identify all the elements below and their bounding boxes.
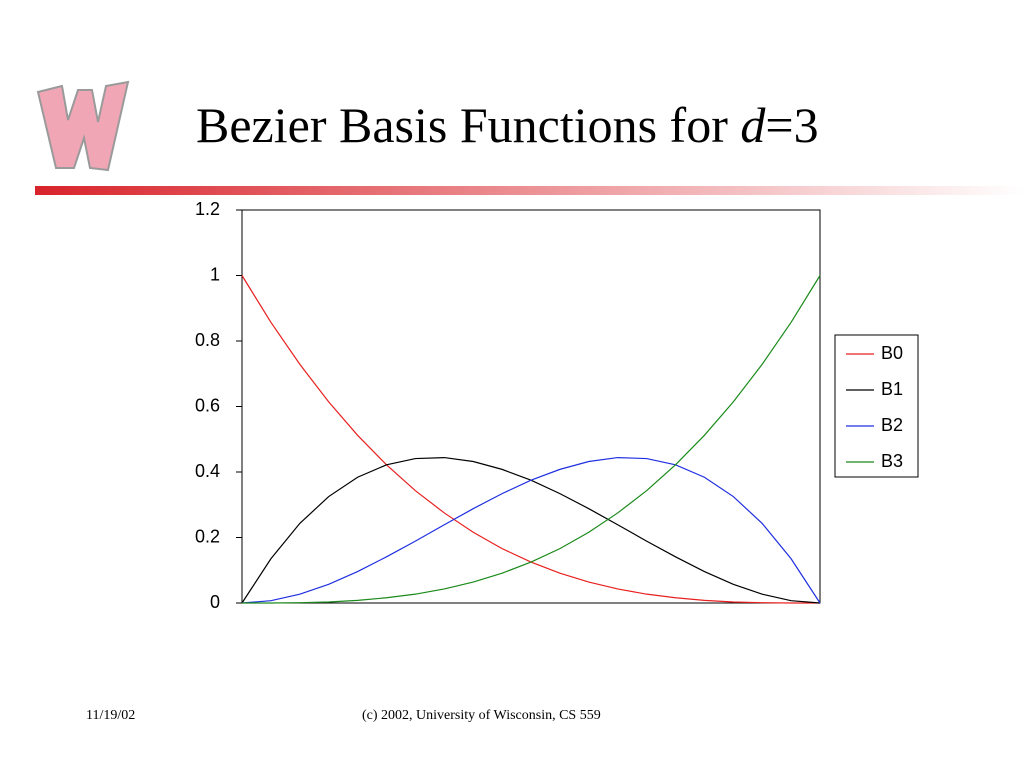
y-tick-label: 0.4 <box>195 461 220 481</box>
logo <box>36 80 130 172</box>
legend-label: B0 <box>881 343 903 363</box>
title-variable: d <box>740 97 766 153</box>
footer-date: 11/19/02 <box>86 708 136 723</box>
y-tick-label: 1 <box>210 264 220 284</box>
legend-box <box>834 334 919 478</box>
plot-frame <box>241 209 821 604</box>
y-tick-label: 1.2 <box>195 199 220 219</box>
title-rest: =3 <box>765 97 819 153</box>
series-line <box>241 456 821 604</box>
title-text: Bezier Basis Functions for <box>196 97 728 153</box>
title-rule <box>35 186 1024 195</box>
footer-credit: (c) 2002, University of Wisconsin, CS 55… <box>362 708 601 723</box>
legend-label: B3 <box>881 451 903 471</box>
series-line <box>242 275 821 604</box>
y-tick-label: 0.6 <box>195 395 220 415</box>
legend-label: B1 <box>881 379 903 399</box>
slide-title: Bezier Basis Functions for d=3 <box>196 96 819 154</box>
y-tick-label: 0 <box>210 592 220 612</box>
y-tick-label: 0.2 <box>195 526 220 546</box>
legend-label: B2 <box>881 415 903 435</box>
y-tick-label: 0.8 <box>195 330 220 350</box>
series-line <box>241 456 821 604</box>
series-line <box>241 275 820 604</box>
